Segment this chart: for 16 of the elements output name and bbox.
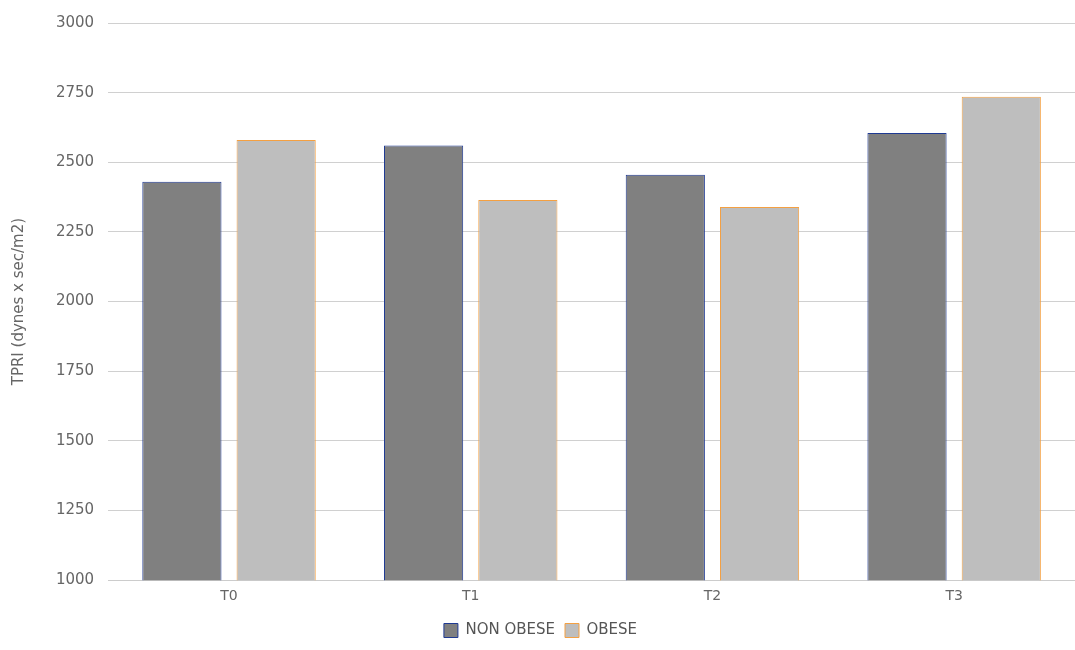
x-tick-label: T1 bbox=[461, 587, 480, 604]
y-tick-label: 2750 bbox=[55, 82, 95, 101]
y-tick-label: 2500 bbox=[55, 152, 95, 171]
y-axis-title: TPRI (dynes x sec/m2) bbox=[8, 217, 27, 387]
legend-label: NON OBESE bbox=[465, 620, 556, 639]
x-tick-label: T0 bbox=[219, 587, 238, 604]
y-tick-label: 1750 bbox=[55, 361, 95, 380]
x-tick-label: T2 bbox=[702, 587, 722, 604]
y-tick-label: 1000 bbox=[55, 570, 95, 589]
y-tick-label: 3000 bbox=[55, 12, 95, 31]
y-tick-label: 2250 bbox=[55, 221, 95, 240]
y-tick-label: 1250 bbox=[55, 500, 95, 519]
legend-label: OBESE bbox=[586, 620, 638, 639]
y-tick-label: 2000 bbox=[55, 291, 95, 310]
y-tick-label: 1500 bbox=[55, 430, 95, 449]
x-tick-label: T3 bbox=[944, 587, 963, 604]
